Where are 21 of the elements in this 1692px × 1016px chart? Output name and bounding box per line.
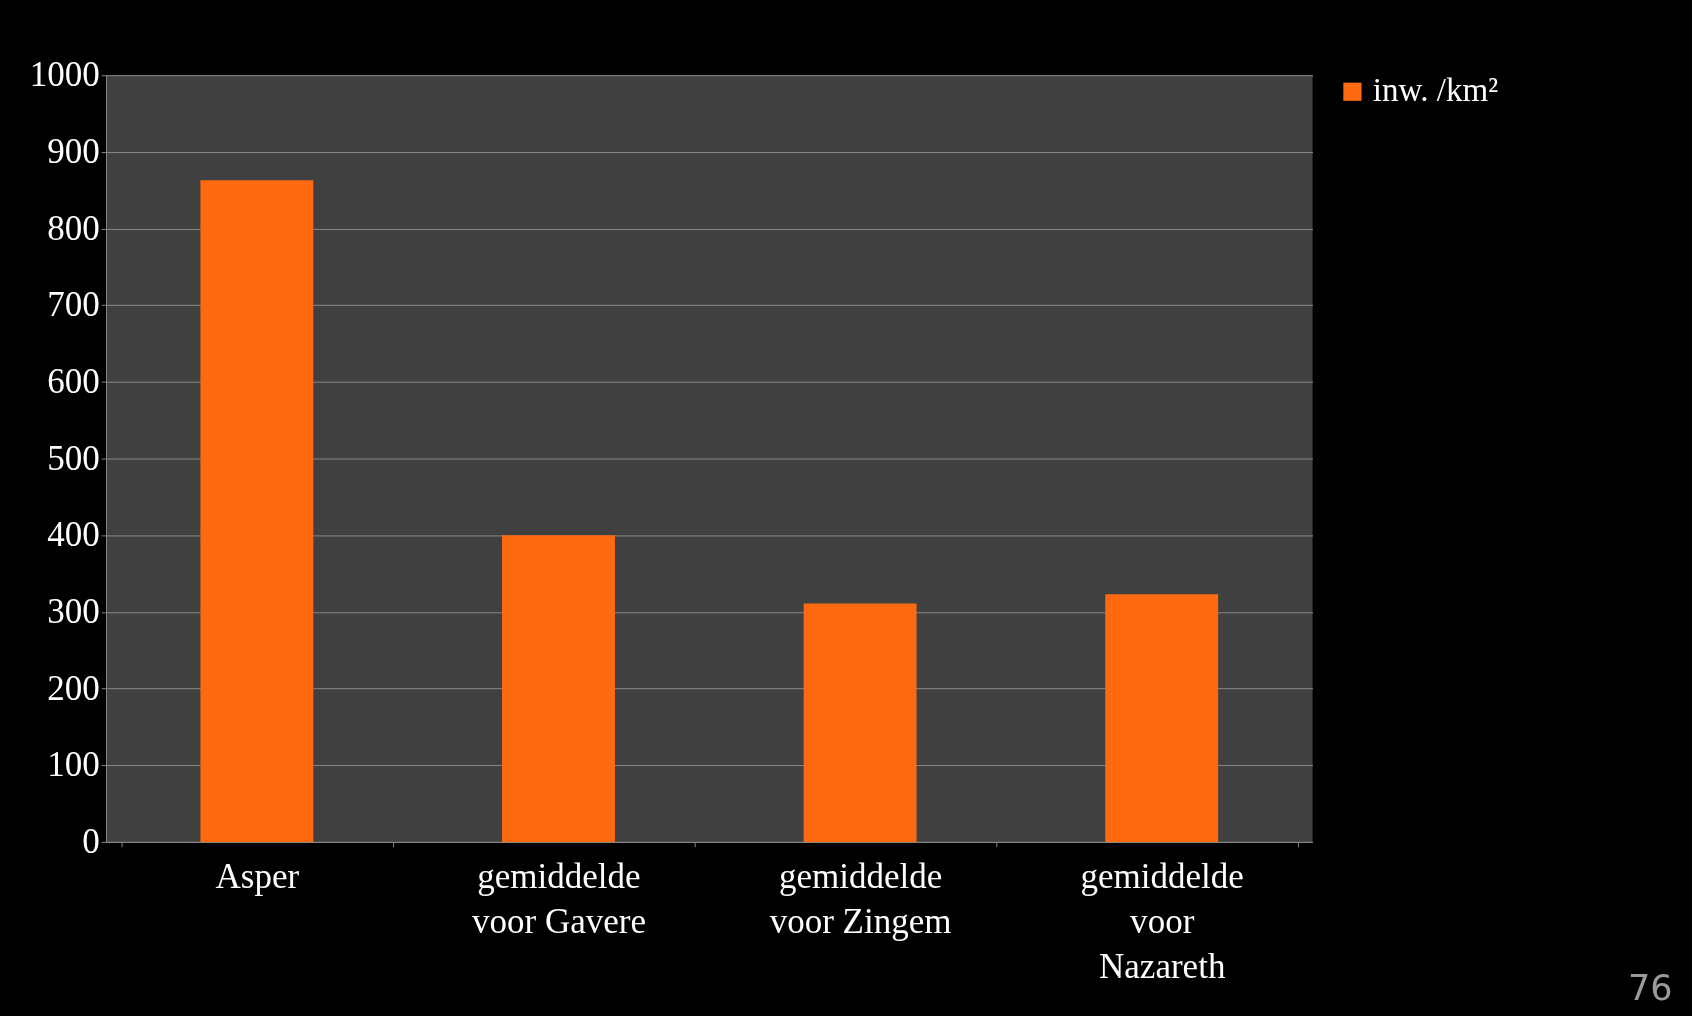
y-tick-label: 400 bbox=[47, 515, 100, 555]
text: 76 bbox=[1627, 966, 1673, 1008]
bar bbox=[502, 535, 615, 842]
y-tick-label: 1000 bbox=[29, 55, 100, 95]
x-tick-label: gemiddelde voor Zingem bbox=[769, 857, 952, 941]
y-tick-label: 300 bbox=[47, 592, 100, 632]
y-tick-label: 700 bbox=[47, 285, 100, 325]
x-tick-label: gemiddelde voor Gavere bbox=[471, 857, 646, 941]
y-tick-label: 900 bbox=[47, 132, 100, 172]
x-tick-label: gemiddelde voor Nazareth bbox=[1080, 857, 1244, 986]
y-tick-label: 500 bbox=[47, 438, 100, 478]
y-tick-label: 200 bbox=[47, 668, 100, 708]
bar bbox=[803, 603, 917, 842]
y-tick-label: 0 bbox=[82, 822, 100, 862]
legend-label: inw. /km² bbox=[1372, 72, 1499, 109]
y-tick-label: 600 bbox=[47, 362, 100, 402]
y-tick-label: 800 bbox=[47, 208, 100, 248]
y-tick-label: 100 bbox=[47, 745, 100, 785]
bar bbox=[1105, 594, 1219, 842]
x-tick-label: Asper bbox=[215, 857, 300, 897]
bar bbox=[200, 180, 314, 842]
